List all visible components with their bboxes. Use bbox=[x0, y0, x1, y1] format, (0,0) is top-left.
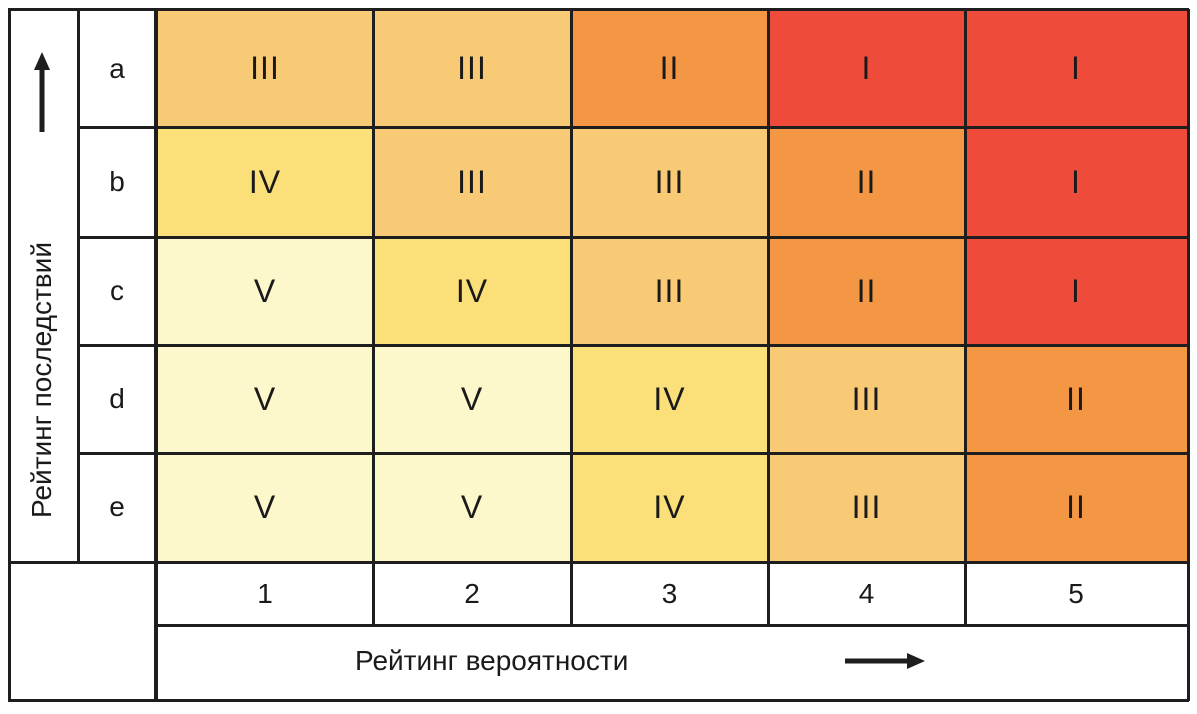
cell-category: I bbox=[861, 50, 872, 86]
cell-category: III bbox=[457, 50, 487, 86]
row-label: a bbox=[109, 52, 125, 84]
matrix-cell: II bbox=[768, 237, 965, 345]
cell-category: I bbox=[1071, 272, 1081, 309]
x-axis-label: Рейтинг вероятности bbox=[355, 645, 629, 676]
cell-category: II bbox=[856, 272, 877, 309]
matrix-cell: III bbox=[768, 453, 965, 561]
grid-line bbox=[963, 9, 967, 625]
matrix-cell: III bbox=[157, 10, 373, 127]
grid-line bbox=[569, 9, 573, 625]
matrix-cell: II bbox=[768, 127, 965, 237]
y-axis-title: Рейтинг последствий bbox=[8, 10, 76, 562]
cell-category: I bbox=[1071, 163, 1081, 200]
matrix-cell: I bbox=[965, 10, 1187, 127]
grid-line bbox=[78, 451, 1189, 455]
matrix-cell: IV bbox=[571, 453, 768, 561]
grid-line bbox=[154, 9, 158, 701]
row-label: b bbox=[109, 166, 125, 197]
cell-category: I bbox=[1071, 50, 1081, 86]
matrix-cell: III bbox=[768, 345, 965, 453]
arrow-right-icon bbox=[845, 653, 925, 669]
grid-line bbox=[155, 623, 1189, 627]
grid-line bbox=[8, 560, 1189, 564]
cell-category: II bbox=[659, 50, 680, 86]
column-label: 3 bbox=[661, 577, 678, 609]
cell-category: IV bbox=[653, 380, 686, 417]
matrix-cell: III bbox=[373, 127, 571, 237]
cell-category: II bbox=[1066, 380, 1086, 417]
grid-line bbox=[78, 125, 1189, 129]
grid-line bbox=[78, 343, 1189, 347]
cell-category: V bbox=[253, 272, 277, 309]
cell-category: II bbox=[856, 163, 877, 200]
matrix-cell: I bbox=[768, 10, 965, 127]
cell-category: IV bbox=[653, 488, 686, 525]
grid-line bbox=[8, 7, 1189, 11]
matrix-cell: I bbox=[965, 237, 1187, 345]
matrix-cell: III bbox=[373, 10, 571, 127]
cell-category: V bbox=[460, 380, 484, 417]
grid-line bbox=[371, 9, 375, 625]
matrix-cell: IV bbox=[571, 345, 768, 453]
matrix-cell: I bbox=[965, 127, 1187, 237]
cell-category: V bbox=[253, 380, 277, 417]
matrix-cell: II bbox=[965, 345, 1187, 453]
cell-category: III bbox=[654, 272, 685, 309]
grid-line bbox=[76, 9, 80, 562]
matrix-cell: IV bbox=[373, 237, 571, 345]
cell-category: III bbox=[851, 488, 882, 525]
matrix-cell: III bbox=[571, 127, 768, 237]
cell-category: IV bbox=[248, 163, 282, 200]
column-label: 2 bbox=[464, 577, 480, 609]
grid-line bbox=[7, 9, 11, 701]
cell-category: II bbox=[1066, 488, 1086, 525]
matrix-cell: II bbox=[571, 10, 768, 127]
cell-category: IV bbox=[455, 272, 489, 309]
x-axis-title: Рейтинг вероятности bbox=[157, 625, 1187, 699]
matrix-cell: V bbox=[157, 345, 373, 453]
matrix-cell: V bbox=[373, 453, 571, 561]
row-label: c bbox=[110, 275, 124, 306]
matrix-cell: II bbox=[965, 453, 1187, 561]
column-label: 1 bbox=[257, 577, 273, 609]
grid-line bbox=[1186, 9, 1190, 701]
cell-category: III bbox=[250, 50, 280, 86]
grid-line bbox=[78, 235, 1189, 239]
matrix-cell: IV bbox=[157, 127, 373, 237]
grid-line bbox=[766, 9, 770, 625]
matrix-cell: V bbox=[157, 237, 373, 345]
y-axis-label: Рейтинг последствий bbox=[26, 242, 57, 518]
cell-category: V bbox=[253, 488, 277, 525]
row-label: e bbox=[109, 491, 125, 522]
cell-category: III bbox=[457, 163, 487, 200]
column-label: 5 bbox=[1068, 577, 1084, 609]
matrix-cell: V bbox=[373, 345, 571, 453]
cell-category: III bbox=[654, 163, 685, 200]
row-label: d bbox=[109, 383, 125, 414]
cell-category: III bbox=[851, 380, 882, 417]
column-label: 4 bbox=[858, 577, 875, 609]
matrix-cell: III bbox=[571, 237, 768, 345]
arrow-up-icon bbox=[34, 52, 50, 132]
cell-category: V bbox=[460, 488, 484, 525]
matrix-cell: V bbox=[157, 453, 373, 561]
grid-line bbox=[8, 698, 1189, 702]
